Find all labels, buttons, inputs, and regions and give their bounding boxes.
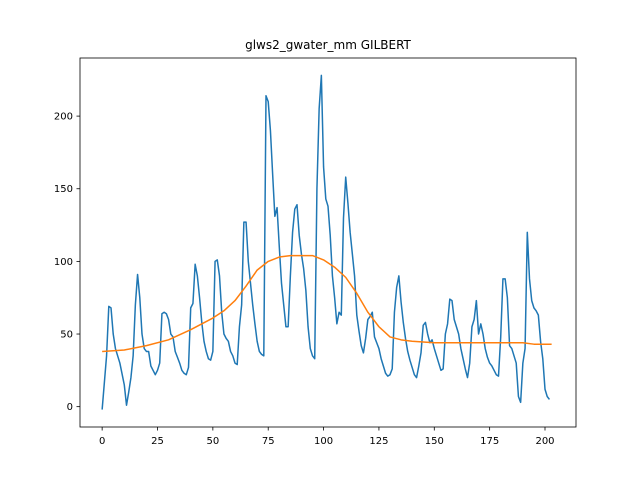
- x-tick-label: 0: [99, 436, 105, 447]
- x-tick-label: 25: [151, 436, 164, 447]
- series-line-smoothed: [102, 254, 552, 353]
- series-layer: [101, 74, 552, 410]
- y-tick-label: 200: [54, 112, 73, 123]
- x-tick-label: 125: [369, 436, 388, 447]
- x-tick-label: 200: [535, 436, 554, 447]
- y-axis-ticks: 0 50 100 150 200: [54, 112, 80, 413]
- y-tick-label: 150: [54, 184, 73, 195]
- x-tick-label: 50: [206, 436, 219, 447]
- y-tick-label: 0: [67, 402, 73, 413]
- y-tick-label: 100: [54, 257, 73, 268]
- x-axis-ticks: 0 25 50 75 100 125 150 175 200: [99, 427, 555, 447]
- x-tick-label: 75: [262, 436, 275, 447]
- x-tick-label: 100: [314, 436, 333, 447]
- x-tick-label: 175: [480, 436, 499, 447]
- chart-title: glws2_gwater_mm GILBERT: [245, 38, 411, 52]
- y-tick-label: 50: [60, 330, 73, 341]
- series-line-raw: [101, 74, 551, 410]
- plot-frame: [79, 57, 577, 428]
- x-tick-label: 150: [425, 436, 444, 447]
